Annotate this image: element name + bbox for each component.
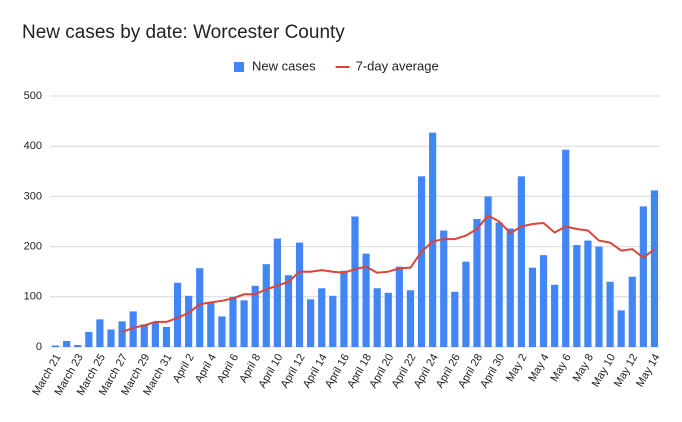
bar <box>584 240 592 347</box>
bar <box>85 331 93 347</box>
bar <box>240 300 248 347</box>
bar <box>340 270 348 347</box>
bar <box>539 255 548 347</box>
bar <box>140 324 148 347</box>
bar <box>318 288 326 347</box>
bar <box>406 290 415 347</box>
bar <box>96 319 104 347</box>
bar <box>639 206 647 347</box>
bar <box>185 295 193 347</box>
legend-label: 7-day average <box>356 58 439 73</box>
bar <box>395 266 403 347</box>
bar <box>284 275 293 347</box>
bar <box>63 340 71 347</box>
bar <box>196 268 204 347</box>
bar <box>373 288 381 347</box>
chart-title: New cases by date: Worcester County <box>22 22 345 43</box>
bar <box>162 326 171 347</box>
bar <box>262 264 270 347</box>
bar <box>273 238 281 347</box>
bar <box>451 291 459 347</box>
y-tick-label: 400 <box>24 140 42 152</box>
bar <box>74 344 82 347</box>
bar <box>628 276 636 347</box>
bar <box>207 302 215 347</box>
bar <box>473 218 481 347</box>
bar <box>573 245 581 347</box>
bar <box>118 321 126 347</box>
bar <box>351 216 359 347</box>
y-tick-label: 200 <box>24 241 42 253</box>
bar <box>173 282 182 347</box>
bar <box>528 267 537 347</box>
bar <box>218 316 226 347</box>
bar <box>151 321 159 347</box>
bar <box>384 292 392 347</box>
bar <box>484 196 492 347</box>
bar <box>650 190 659 347</box>
y-tick-label: 500 <box>24 90 42 102</box>
y-tick-label: 300 <box>24 190 42 202</box>
bar <box>562 149 570 347</box>
bar <box>606 281 614 347</box>
bar <box>440 230 448 347</box>
bar <box>417 176 426 347</box>
y-tick-label: 100 <box>24 291 42 303</box>
bar <box>107 329 115 347</box>
bar <box>551 284 559 347</box>
bar <box>251 285 259 347</box>
bar <box>506 228 514 347</box>
bar <box>295 242 304 347</box>
bar <box>429 132 437 347</box>
legend-swatch <box>234 62 244 72</box>
line <box>121 214 656 333</box>
bar <box>51 345 60 347</box>
bar <box>517 176 525 347</box>
bar <box>595 246 603 347</box>
bar <box>229 296 237 347</box>
bar <box>617 310 625 347</box>
legend-label: New cases <box>252 58 316 73</box>
bar <box>307 299 315 347</box>
bar <box>362 253 370 347</box>
y-tick-label: 0 <box>36 341 42 353</box>
bar <box>129 311 137 347</box>
bar <box>495 222 503 347</box>
bar <box>462 261 470 347</box>
bar <box>329 295 337 347</box>
